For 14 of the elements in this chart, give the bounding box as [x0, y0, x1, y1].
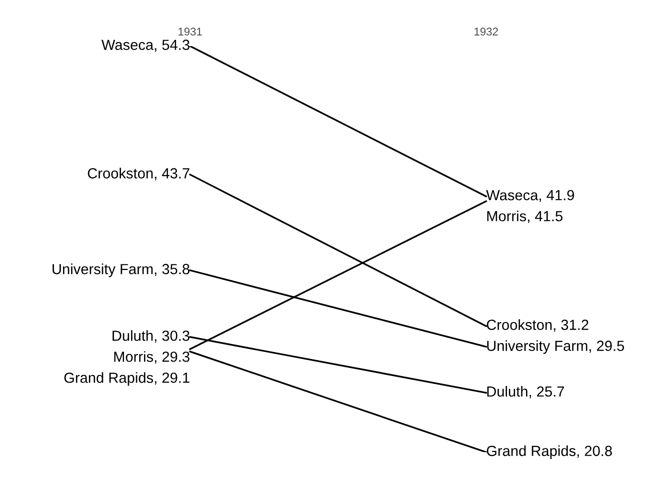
data-label: Waseca, 54.3: [102, 40, 190, 52]
data-label: Grand Rapids, 20.8: [486, 445, 612, 459]
data-label: Crookston, 43.7: [88, 168, 190, 180]
data-label: University Farm, 35.8: [52, 264, 190, 278]
data-label: Morris, 29.3: [114, 351, 190, 364]
data-label: Crookston, 31.2: [486, 319, 588, 332]
data-label: Grand Rapids, 29.1: [64, 372, 190, 386]
data-label: Waseca, 41.9: [486, 190, 574, 202]
data-label: Duluth, 30.3: [112, 330, 190, 343]
data-label: Morris, 41.5: [487, 210, 562, 224]
x-tick-label: 1932: [474, 28, 498, 36]
data-label: Duluth, 25.7: [487, 386, 564, 398]
data-label: University Farm, 29.5: [487, 340, 624, 354]
x-tick-label: 1931: [178, 28, 202, 36]
